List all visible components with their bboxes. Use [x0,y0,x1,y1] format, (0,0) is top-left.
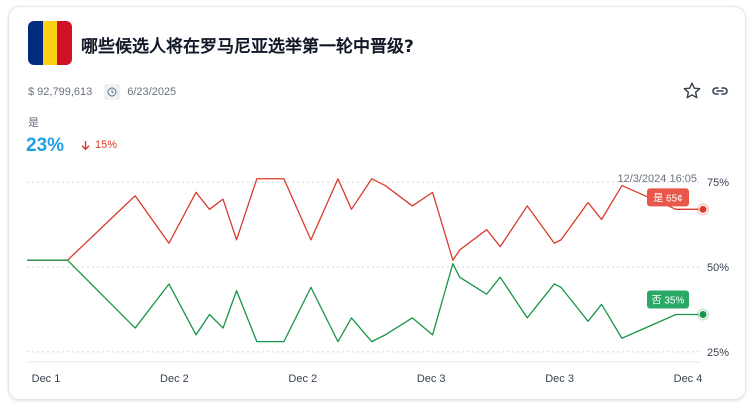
end-label-pill [647,188,689,207]
romania-flag [28,21,72,65]
x-tick-label: Dec 4 [674,373,703,385]
x-tick-label: Dec 1 [32,373,61,385]
x-tick-label: Dec 2 [160,373,189,385]
market-title[interactable]: 哪些候选人将在罗马尼亚选举第一轮中晋级? [81,37,414,57]
market-card: 哪些候选人将在罗马尼亚选举第一轮中晋级? $ 92,799,613 6/23/2… [8,6,746,400]
series-line-no [27,259,703,343]
end-date-text: 6/23/2025 [127,86,177,98]
flag-stripe-blue [28,21,43,65]
flag-stripe-red [57,21,72,65]
y-tick-label: 25% [707,347,729,359]
y-tick-label: 50% [707,262,729,274]
x-tick-label: Dec 3 [545,373,574,385]
end-dot [698,310,708,319]
volume-text: $ 92,799,613 [28,86,93,98]
outcome-label: 是 [28,117,39,129]
flag-stripe-yellow [42,21,58,65]
star-icon[interactable] [681,80,703,102]
x-tick-label: Dec 3 [417,373,446,385]
market-meta: $ 92,799,613 6/23/2025 [28,83,176,101]
end-label-text: 是 65¢ [653,192,682,204]
end-dot [698,204,708,214]
link-icon[interactable] [709,80,731,102]
change-value: 15% [95,139,118,151]
series-line-yes [27,178,703,261]
outcome-percent: 23% [26,135,65,156]
end-label-pill [647,290,689,309]
arrow-down-icon [81,140,90,150]
y-tick-label: 75% [707,177,729,189]
clock-icon [104,84,121,100]
x-tick-label: Dec 2 [288,373,317,385]
end-label-text: 否 35% [652,295,685,307]
outcome-change: 15% [81,139,117,151]
